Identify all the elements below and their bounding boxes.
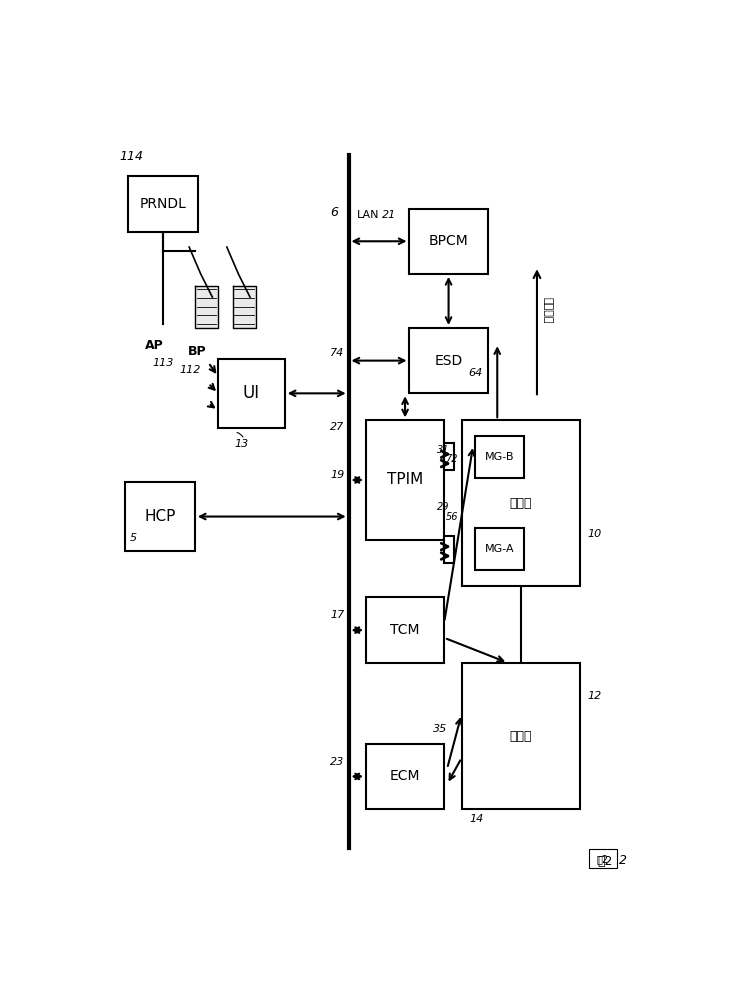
Text: 14: 14 (469, 814, 483, 824)
Text: 至传动系: 至传动系 (542, 297, 553, 324)
Bar (218, 359, 285, 428)
Bar (462, 420, 580, 586)
Bar (409, 328, 488, 393)
Text: MG-B: MG-B (485, 452, 515, 462)
Bar (366, 597, 444, 663)
Bar (475, 436, 524, 478)
Bar (444, 443, 454, 470)
Text: 35: 35 (432, 724, 447, 734)
Text: 21: 21 (382, 210, 396, 220)
Text: MG-A: MG-A (485, 544, 515, 554)
Text: 74: 74 (330, 348, 344, 358)
Text: 114: 114 (120, 150, 144, 163)
Text: LAN: LAN (358, 210, 380, 220)
Bar (126, 482, 195, 551)
Bar (444, 536, 454, 563)
Text: 64: 64 (468, 368, 482, 378)
Text: BP: BP (188, 345, 206, 358)
Text: BPCM: BPCM (429, 234, 468, 248)
Text: 5: 5 (130, 533, 137, 543)
Text: TPIM: TPIM (387, 472, 423, 487)
Text: 112: 112 (180, 365, 200, 375)
Text: HCP: HCP (144, 509, 176, 524)
Text: 13: 13 (234, 439, 248, 449)
Text: 29: 29 (437, 502, 450, 512)
Bar (366, 420, 444, 540)
Polygon shape (233, 286, 256, 328)
Text: 10: 10 (587, 529, 601, 539)
Bar (475, 528, 524, 570)
Text: 发动机: 发动机 (510, 730, 533, 742)
Text: 图2: 图2 (597, 854, 609, 864)
Text: 变速器: 变速器 (510, 497, 533, 510)
Bar (462, 663, 580, 809)
Text: 27: 27 (330, 422, 344, 432)
Bar (409, 209, 488, 274)
Bar (589, 849, 617, 868)
Text: ESD: ESD (435, 354, 463, 368)
Text: 113: 113 (153, 358, 174, 368)
Text: 图2: 图2 (598, 855, 613, 868)
Text: 72: 72 (445, 454, 458, 464)
Text: 12: 12 (587, 691, 601, 701)
Text: 2: 2 (619, 854, 628, 867)
Text: 31: 31 (437, 445, 450, 455)
Text: 6: 6 (330, 206, 338, 219)
Text: 19: 19 (330, 470, 344, 480)
Bar (366, 744, 444, 809)
Text: PRNDL: PRNDL (140, 197, 186, 211)
Polygon shape (195, 286, 218, 328)
Text: 56: 56 (445, 512, 458, 522)
Text: 17: 17 (330, 610, 344, 620)
Text: UI: UI (243, 384, 260, 402)
Text: 23: 23 (330, 757, 344, 767)
Text: AP: AP (144, 339, 163, 352)
Bar (129, 176, 197, 232)
Text: TCM: TCM (390, 623, 420, 637)
Text: ECM: ECM (390, 769, 420, 783)
